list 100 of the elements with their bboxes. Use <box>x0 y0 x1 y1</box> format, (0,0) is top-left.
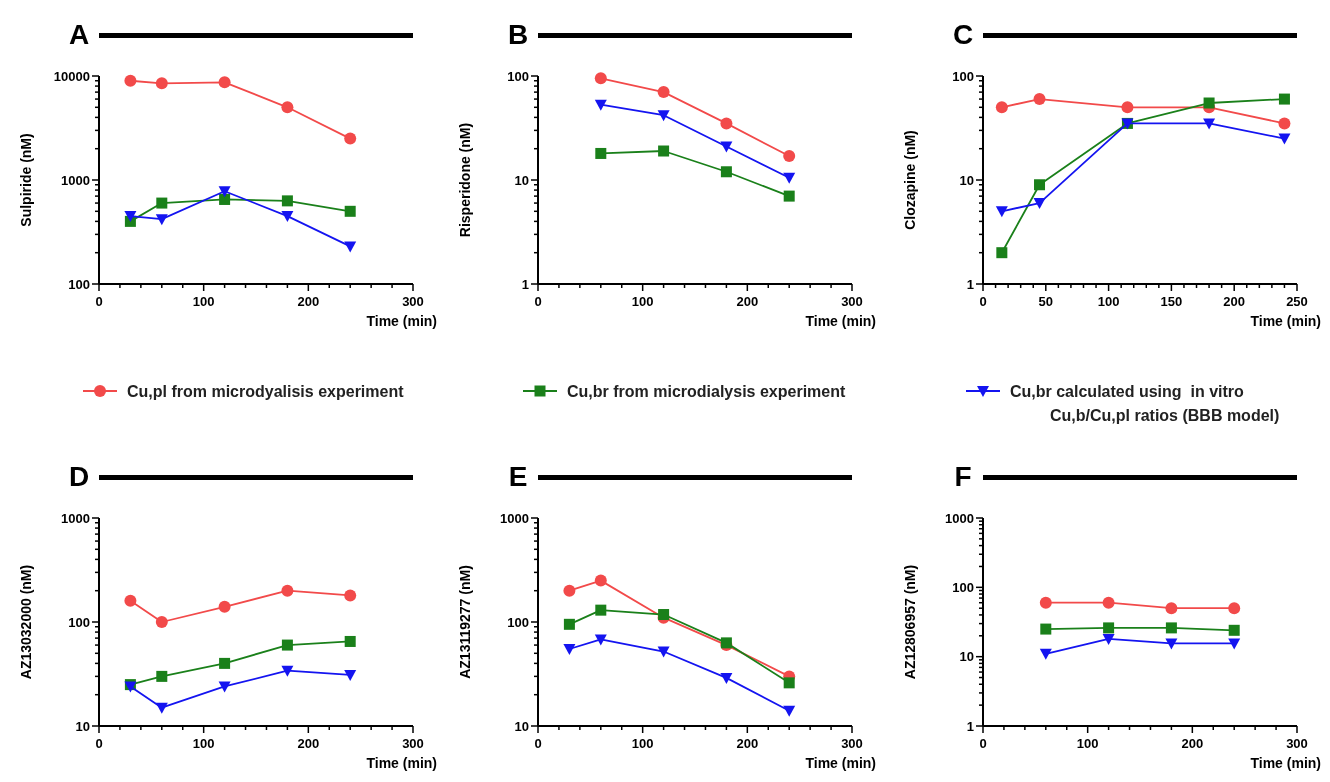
x-tick-label: 100 <box>192 294 215 309</box>
point <box>155 702 168 714</box>
y-tick-label: 1 <box>966 718 974 734</box>
point <box>563 644 576 655</box>
y-tick-label: 1 <box>521 276 529 292</box>
point <box>720 672 733 684</box>
point <box>594 72 607 85</box>
point <box>124 74 137 87</box>
point <box>1102 633 1115 645</box>
point <box>155 214 168 226</box>
x-tick-label: 300 <box>402 736 424 751</box>
point <box>995 101 1008 114</box>
chart-title: F <box>954 461 972 492</box>
legend-label: Cu,pl from microdyalisis experiment <box>127 383 405 400</box>
point <box>218 681 231 693</box>
y-axis-title: AZ13032000 (nM) <box>18 564 34 680</box>
point <box>344 589 357 602</box>
point <box>218 600 231 613</box>
point <box>281 665 294 677</box>
point <box>1103 622 1115 634</box>
point <box>156 197 168 209</box>
legend-label: Cu,br from microdialysis experiment <box>567 383 846 400</box>
x-tick-label: 300 <box>1286 736 1308 751</box>
point <box>124 211 137 223</box>
point <box>1033 198 1046 210</box>
x-tick-label: 200 <box>297 736 320 751</box>
x-axis-title: Time (min) <box>805 313 876 329</box>
point <box>1165 622 1177 634</box>
x-tick-label: 300 <box>402 294 424 309</box>
x-axis-title: Time (min) <box>366 313 437 329</box>
point <box>594 99 607 111</box>
x-axis-title: Time (min) <box>366 755 437 771</box>
x-tick-label: 0 <box>979 294 987 309</box>
chart-title: D <box>68 461 90 492</box>
legend-label: Cu,br calculated using in vitro Cu,b/Cu,pl ratios (BBB model) <box>1010 383 1280 424</box>
point <box>1278 117 1291 130</box>
point <box>219 193 231 205</box>
chart-title: C <box>952 19 974 50</box>
point <box>1278 93 1290 105</box>
point <box>218 186 231 198</box>
point <box>657 86 670 99</box>
point <box>563 584 576 597</box>
y-tick-label: 100 <box>507 68 529 84</box>
x-axis-title: Time (min) <box>805 755 876 771</box>
point <box>783 705 796 717</box>
x-axis-title: Time (min) <box>1250 313 1321 329</box>
y-tick-label: 1 <box>966 276 974 292</box>
y-tick-label: 100 <box>68 276 90 292</box>
point <box>281 195 293 207</box>
point <box>281 211 294 223</box>
y-tick-label: 10 <box>75 718 90 734</box>
point <box>219 657 231 669</box>
x-tick-label: 250 <box>1286 294 1308 309</box>
x-tick-label: 300 <box>841 736 863 751</box>
point <box>281 101 294 114</box>
point <box>124 594 137 607</box>
point <box>1228 624 1240 636</box>
x-tick-label: 0 <box>95 736 103 751</box>
chart-title: E <box>508 461 528 492</box>
x-tick-label: 50 <box>1038 294 1054 309</box>
point <box>595 604 607 616</box>
point <box>344 132 357 145</box>
point <box>1165 602 1178 615</box>
y-axis-title: Sulpiride (nM) <box>18 133 34 227</box>
point <box>594 574 607 587</box>
point <box>783 677 795 689</box>
point <box>1121 101 1134 114</box>
y-tick-label: 1000 <box>500 510 529 526</box>
point <box>1039 648 1052 660</box>
x-tick-label: 0 <box>534 736 542 751</box>
x-tick-label: 100 <box>631 294 654 309</box>
point <box>594 634 607 646</box>
point <box>1102 596 1115 609</box>
point <box>1033 93 1046 106</box>
point <box>218 76 231 89</box>
x-tick-label: 200 <box>1223 294 1246 309</box>
y-tick-label: 100 <box>507 614 529 630</box>
y-tick-label: 100 <box>952 68 974 84</box>
x-tick-label: 100 <box>631 736 654 751</box>
point <box>720 117 733 130</box>
y-tick-label: 1000 <box>945 510 974 526</box>
y-axis-title: AZ12806957 (nM) <box>902 564 918 680</box>
y-axis-title: Risperidone (nM) <box>457 122 473 238</box>
x-tick-label: 100 <box>192 736 215 751</box>
x-tick-label: 100 <box>1097 294 1120 309</box>
y-tick-label: 10000 <box>53 68 90 84</box>
chart-title: B <box>507 19 529 50</box>
point <box>783 190 795 202</box>
point <box>344 205 356 217</box>
y-tick-label: 10 <box>959 649 974 665</box>
chart-title: A <box>68 19 90 50</box>
point <box>281 584 294 597</box>
point <box>1040 623 1052 635</box>
x-tick-label: 0 <box>979 736 987 751</box>
point <box>156 670 168 682</box>
y-tick-label: 10 <box>959 172 974 188</box>
point <box>155 77 168 90</box>
point <box>658 145 670 157</box>
point <box>1228 602 1241 615</box>
y-tick-label: 100 <box>952 579 974 595</box>
